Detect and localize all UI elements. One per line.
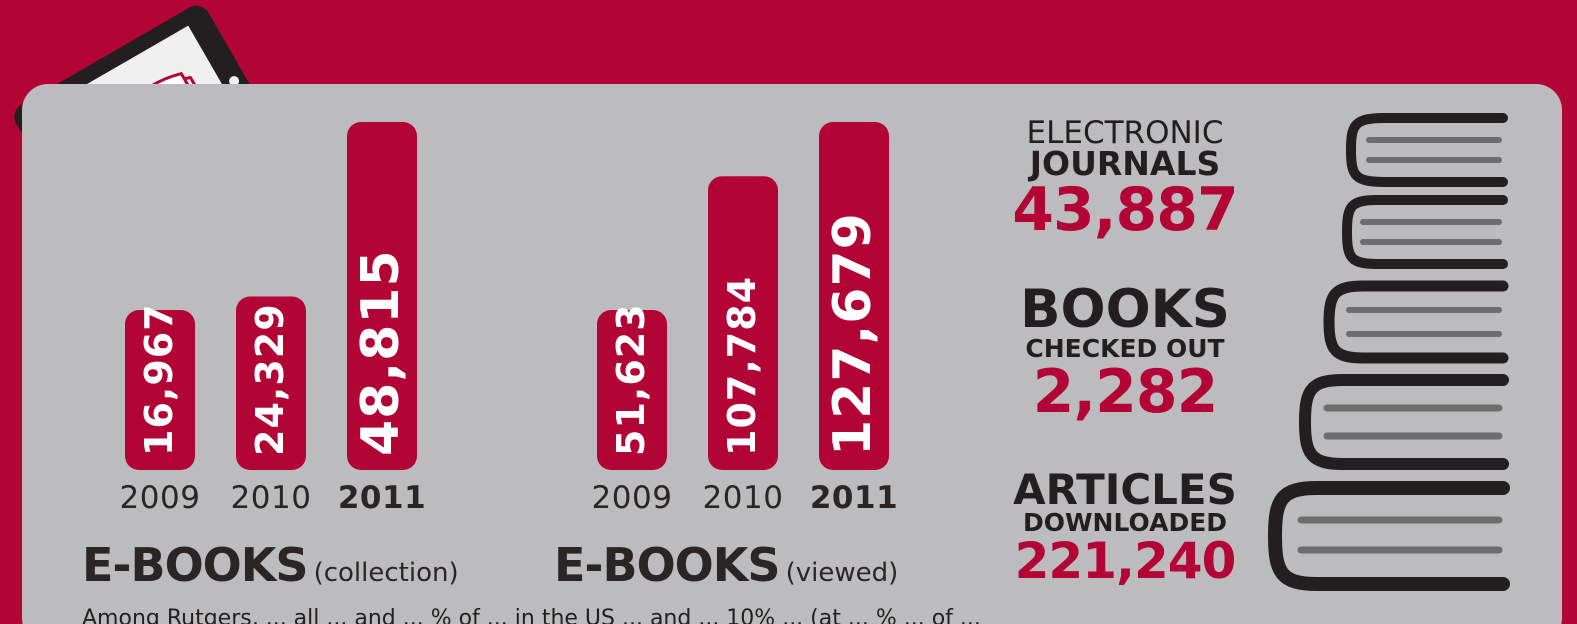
bar-value-label: 48,815 bbox=[351, 249, 411, 456]
chart-title-main: E-BOOKS bbox=[82, 538, 309, 592]
footnote-text: Among Rutgers, ... all ... and ... % of … bbox=[82, 606, 981, 624]
chart-subtitle: (viewed) bbox=[785, 558, 899, 588]
book-stack-icon bbox=[1267, 113, 1510, 591]
ebooks-collection-chart: 16,967 24,329 48,815 bbox=[100, 110, 440, 470]
year-label: 2011 bbox=[809, 480, 899, 516]
bar-2011 bbox=[819, 122, 889, 470]
bar-2009 bbox=[597, 310, 667, 470]
books-label-line2: CHECKED OUT bbox=[1025, 334, 1225, 363]
bar-value-label: 24,329 bbox=[248, 303, 292, 456]
books-stat: BOOKS CHECKED OUT 2,282 bbox=[1000, 279, 1250, 427]
bar-value-label: 127,679 bbox=[823, 212, 883, 456]
journals-label-line1: ELECTRONIC bbox=[1026, 115, 1224, 151]
bar-value-label: 107,784 bbox=[720, 276, 764, 456]
journals-value: 43,887 bbox=[1012, 175, 1239, 245]
bar-2010 bbox=[708, 176, 778, 470]
bar-2011 bbox=[347, 122, 417, 470]
bar-2009 bbox=[125, 310, 195, 470]
articles-label-line2: DOWNLOADED bbox=[1022, 508, 1228, 537]
year-label: 2009 bbox=[591, 480, 673, 516]
year-label: 2009 bbox=[119, 480, 201, 516]
chart-subtitle: (collection) bbox=[313, 558, 459, 588]
articles-value: 221,240 bbox=[1014, 532, 1237, 590]
year-label: 2010 bbox=[230, 480, 312, 516]
journals-label-line2: JOURNALS bbox=[1029, 144, 1221, 183]
year-label: 2011 bbox=[337, 480, 427, 516]
books-label-line1: BOOKS bbox=[1020, 279, 1230, 340]
books-value: 2,282 bbox=[1032, 357, 1219, 427]
bar-2010 bbox=[236, 296, 306, 470]
bar-value-label: 51,623 bbox=[609, 303, 653, 456]
articles-label-line1: ARTICLES bbox=[1013, 465, 1237, 514]
articles-stat: ARTICLES DOWNLOADED 221,240 bbox=[1000, 465, 1250, 590]
year-label: 2010 bbox=[702, 480, 784, 516]
bar-value-label: 16,967 bbox=[137, 303, 181, 456]
chart-title-main: E-BOOKS bbox=[554, 538, 781, 592]
journals-stat: ELECTRONIC JOURNALS 43,887 bbox=[1000, 115, 1250, 245]
chart-title: E-BOOKS (collection) bbox=[82, 538, 459, 592]
ebooks-viewed-chart: 51,623 107,784 127,679 bbox=[572, 110, 912, 470]
chart-title: E-BOOKS (viewed) bbox=[554, 538, 898, 592]
